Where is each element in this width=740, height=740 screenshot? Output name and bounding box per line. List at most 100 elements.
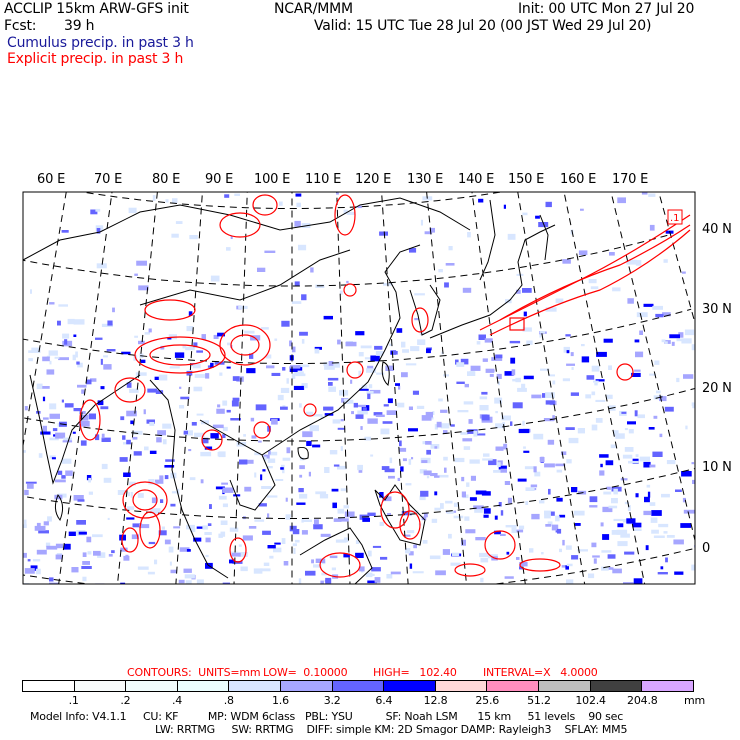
precip-cell [581,344,585,347]
precip-cell [82,576,87,582]
precip-cell [150,508,161,514]
precip-cell [296,202,301,208]
precip-cell [260,568,271,572]
precip-cell [202,525,208,530]
precip-cell [375,414,385,417]
precip-cell [204,446,213,450]
color-scale-tick: 51.2 [527,694,551,707]
precip-cell [425,441,432,445]
precip-cell [171,491,178,494]
precip-cell [128,207,137,214]
precip-cell [343,553,350,558]
precip-cell [73,319,85,325]
precip-cell [24,519,27,525]
cumulus-precip-shading [23,192,695,584]
precip-cell [362,518,370,522]
precip-cell [421,415,432,421]
latitude-line [23,468,695,519]
precip-cell [147,388,158,393]
precip-cell [556,469,563,473]
precip-cell [232,397,240,402]
precip-cell [346,280,349,284]
precip-cell [172,198,178,203]
map-frame [22,191,696,585]
precip-cell [464,383,469,388]
precip-cell [122,435,126,440]
precip-cell [148,541,156,545]
color-scale-swatch [23,681,75,691]
precip-cell [231,552,241,557]
precip-cell [54,494,63,500]
precip-cell [662,312,671,317]
precip-cell [129,481,136,486]
precip-cell [193,386,203,392]
precip-cell [635,351,644,358]
precip-cell [78,420,90,427]
precip-cell [261,327,269,330]
precip-cell [380,556,388,560]
precip-cell [306,440,312,446]
precip-cell [324,467,330,473]
precip-cell [162,423,172,429]
precip-cell [616,529,628,535]
lon-label: 150 E [508,172,545,187]
precip-cell [76,361,80,365]
precip-cell [199,581,203,584]
precip-cell [531,394,542,399]
precip-cell [140,359,146,363]
precip-cell [61,399,64,403]
precip-cell [111,550,115,554]
precip-cell [226,366,231,369]
precip-cell [438,269,443,273]
precip-cell [32,559,41,562]
precip-cell [367,418,378,424]
precip-cell [470,475,476,481]
color-scale-swatch [126,681,178,691]
precip-cell [323,406,334,411]
precip-cell [535,215,540,219]
precip-cell [357,410,368,415]
lat-label: 30 N [702,302,732,317]
precip-cell [666,460,676,465]
precip-cell [409,563,413,569]
precip-cell [589,505,598,508]
precip-cell [680,523,691,528]
precip-cell [400,466,404,472]
precip-cell [230,235,233,239]
run-title: ACCLIP 15km ARW-GFS init [4,1,189,17]
precip-cell [323,362,329,367]
precip-cell [651,510,662,516]
precip-cell [617,197,626,204]
precip-cell [416,405,425,409]
precip-cell [205,554,209,558]
color-scale-tick: 6.4 [375,694,393,707]
precip-cell [49,360,52,365]
precip-cell [641,192,648,195]
precip-cell [426,348,431,354]
precip-cell [494,397,503,404]
precip-cell [169,561,172,566]
lat-label: 20 N [702,381,732,396]
lon-label: 100 E [254,172,291,187]
precip-cell [148,479,155,485]
precip-cell [507,233,516,240]
precip-cell [46,369,55,375]
precip-cell [45,542,51,548]
precip-cell [285,514,291,520]
precip-cell [664,341,668,344]
precip-cell [186,524,195,530]
precip-cell [383,404,389,407]
precip-cell [387,513,391,516]
contour-low: LOW= 0.10000 [263,666,348,679]
precip-cell [397,477,401,481]
precip-cell [244,486,252,492]
precip-cell [62,333,70,339]
precip-cell [503,443,508,450]
precip-cell [149,422,155,426]
precip-cell [267,545,276,549]
precip-cell [426,475,430,479]
precip-cell [366,368,376,373]
precip-cell [571,487,578,493]
precip-cell [382,421,393,424]
precip-cell [466,482,470,487]
